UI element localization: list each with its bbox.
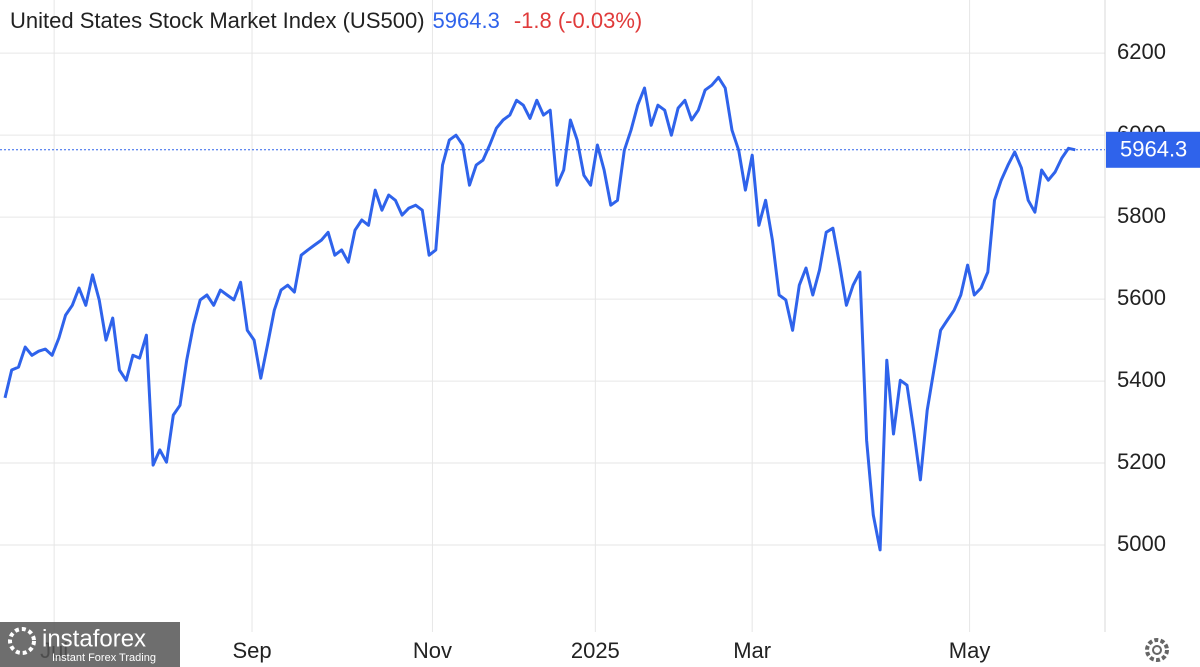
x-tick-label: Sep	[232, 638, 271, 663]
last-value-label: 5964.3	[1120, 137, 1187, 162]
x-tick-label: Mar	[733, 638, 771, 663]
y-tick-label: 5600	[1117, 285, 1166, 310]
logo-bg	[0, 622, 180, 667]
header-change: -1.8 (-0.03%)	[514, 8, 642, 33]
x-tick-label: May	[949, 638, 991, 663]
y-tick-label: 5400	[1117, 367, 1166, 392]
x-tick-label: Nov	[413, 638, 452, 663]
logo-tagline: Instant Forex Trading	[52, 652, 156, 664]
logo: instaforex Instant Forex Trading	[0, 622, 180, 667]
header-last-value: 5964.3	[433, 8, 500, 33]
x-tick-label: 2025	[571, 638, 620, 663]
last-value-box	[1106, 131, 1200, 168]
chart-title: United States Stock Market Index (US500)	[10, 8, 425, 33]
logo-icon	[8, 627, 36, 655]
plot	[0, 75, 1105, 552]
y-tick-label: 5800	[1117, 203, 1166, 228]
gear-outer[interactable]	[1145, 638, 1169, 662]
y-tick-label: 5000	[1117, 531, 1166, 556]
logo-name: instaforex	[42, 625, 146, 652]
y-tick-label: 6200	[1117, 39, 1166, 64]
price-line	[3, 75, 1076, 552]
gear-inner[interactable]	[1152, 645, 1162, 655]
y-tick-label: 5200	[1117, 449, 1166, 474]
settings-icon[interactable]	[1145, 638, 1169, 662]
